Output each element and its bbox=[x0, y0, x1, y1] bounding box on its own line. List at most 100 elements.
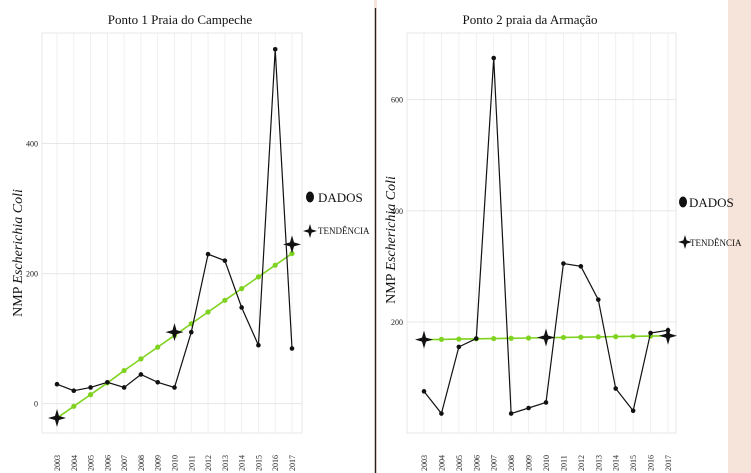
panel-background bbox=[0, 0, 374, 473]
y-tick-label: 0 bbox=[34, 400, 38, 409]
legend-dot-marker bbox=[306, 191, 314, 203]
trend-point bbox=[121, 367, 127, 374]
legend-cross-marker bbox=[678, 235, 692, 249]
trend-point bbox=[508, 335, 514, 341]
data-point bbox=[88, 385, 93, 390]
x-tick-labels: 2003 2004 2005 2006 2007 2008 2009 2010 2011 2012… bbox=[420, 455, 673, 471]
x-tick-label: 2006 bbox=[472, 455, 481, 471]
legend: DADOS TENDÊNCIA bbox=[678, 195, 742, 249]
chart-panel-armacao: Ponto 2 praia da Armação NMP Escherichia… bbox=[377, 0, 742, 473]
x-tick-label: 2014 bbox=[238, 455, 247, 471]
data-point bbox=[543, 400, 549, 405]
plot-area bbox=[415, 55, 677, 416]
trend-point bbox=[578, 334, 584, 340]
trend-cross-marker bbox=[415, 330, 433, 349]
chart-title: Ponto 1 Praia do Campeche bbox=[108, 12, 253, 27]
trend-cross-marker bbox=[537, 328, 555, 347]
y-tick-labels: 0 200 400 bbox=[26, 140, 38, 409]
x-tick-label: 2017 bbox=[664, 455, 673, 471]
data-point bbox=[561, 261, 566, 266]
x-tick-label: 2015 bbox=[254, 455, 263, 471]
x-tick-label: 2010 bbox=[171, 455, 180, 471]
data-point bbox=[613, 386, 619, 391]
x-tick-label: 2008 bbox=[137, 455, 146, 471]
legend-label-dados: DADOS bbox=[689, 195, 734, 210]
x-tick-label: 2016 bbox=[271, 455, 280, 471]
data-point bbox=[289, 346, 295, 351]
trend-point bbox=[138, 356, 144, 362]
data-point bbox=[439, 411, 444, 416]
data-point bbox=[272, 46, 278, 52]
trend-point bbox=[560, 334, 567, 341]
x-tick-label: 2014 bbox=[612, 455, 621, 471]
trend-cross-shape bbox=[415, 330, 433, 349]
x-tick-label: 2008 bbox=[507, 455, 516, 471]
plot-area bbox=[48, 46, 301, 428]
trend-point bbox=[438, 336, 445, 342]
trend-point bbox=[595, 334, 601, 340]
legend-label-tendencia: TENDÊNCIA bbox=[690, 238, 742, 248]
trend-point bbox=[525, 335, 532, 341]
chart-title: Ponto 2 praia da Armação bbox=[462, 12, 597, 27]
y-axis-title-prefix: NMP bbox=[384, 271, 399, 304]
trend-point bbox=[222, 297, 228, 303]
data-point bbox=[239, 305, 244, 310]
x-tick-label: 2003 bbox=[420, 455, 429, 471]
grid bbox=[406, 32, 677, 434]
data-point bbox=[473, 336, 479, 341]
trend-point bbox=[87, 392, 94, 398]
trend-point bbox=[491, 335, 497, 342]
y-axis-title-italic: Escherichia Coli bbox=[384, 176, 399, 272]
y-tick-label: 200 bbox=[26, 270, 38, 279]
x-tick-label: 2013 bbox=[221, 455, 230, 471]
y-axis-title-italic: Escherichia Coli bbox=[11, 189, 26, 285]
x-tick-label: 2017 bbox=[288, 455, 297, 471]
x-tick-label: 2004 bbox=[70, 455, 79, 471]
legend-label-tendencia: TENDÊNCIA bbox=[318, 226, 370, 236]
data-point bbox=[648, 330, 653, 336]
data-point bbox=[578, 264, 584, 269]
data-point bbox=[595, 297, 601, 302]
trend-point bbox=[71, 403, 77, 409]
svg-text:NMP Escherichia Coli: NMP Escherichia Coli bbox=[384, 176, 399, 304]
x-tick-label: 2003 bbox=[53, 455, 62, 471]
trend-cross-shape bbox=[659, 326, 677, 345]
data-point bbox=[71, 388, 77, 394]
panel-background bbox=[377, 0, 728, 473]
y-tick-label: 400 bbox=[26, 140, 38, 149]
trend-point bbox=[289, 250, 295, 257]
trend-point bbox=[630, 333, 636, 339]
trend-cross-marker bbox=[48, 409, 66, 428]
svg-text:NMP Escherichia Coli: NMP Escherichia Coli bbox=[11, 189, 26, 317]
x-tick-label: 2010 bbox=[542, 455, 551, 471]
trend-cross-marker bbox=[659, 326, 677, 345]
grid bbox=[41, 32, 303, 434]
data-point bbox=[155, 379, 161, 385]
data-point bbox=[172, 385, 177, 390]
x-tick-label: 2009 bbox=[525, 455, 534, 471]
x-tick-label: 2005 bbox=[455, 455, 464, 471]
trend-cross-shape bbox=[48, 409, 66, 428]
x-tick-label: 2007 bbox=[490, 455, 499, 471]
data-point bbox=[222, 258, 228, 263]
x-tick-label: 2016 bbox=[647, 455, 656, 471]
trend-point bbox=[456, 336, 462, 342]
trend-cross-marker bbox=[283, 235, 301, 254]
x-tick-label: 2007 bbox=[120, 455, 129, 471]
data-point bbox=[54, 381, 60, 387]
data-point bbox=[526, 405, 531, 411]
data-point bbox=[421, 389, 427, 394]
data-point bbox=[188, 329, 194, 335]
legend: DADOS TENDÊNCIA bbox=[303, 190, 370, 238]
x-tick-labels: 2003 2004 2005 2006 2007 2008 2009 2010 2011 2012… bbox=[53, 455, 297, 471]
trend-point bbox=[255, 274, 262, 280]
x-tick-label: 2005 bbox=[87, 455, 96, 471]
data-point bbox=[121, 385, 127, 390]
legend-label-dados: DADOS bbox=[318, 190, 363, 205]
data-point bbox=[256, 342, 261, 348]
chart-panel-campeche: Ponto 1 Praia do Campeche NMP Escherichi… bbox=[0, 0, 374, 473]
data-point bbox=[508, 411, 514, 416]
trend-cross-shape bbox=[283, 235, 301, 254]
legend-cross-marker bbox=[303, 224, 317, 238]
